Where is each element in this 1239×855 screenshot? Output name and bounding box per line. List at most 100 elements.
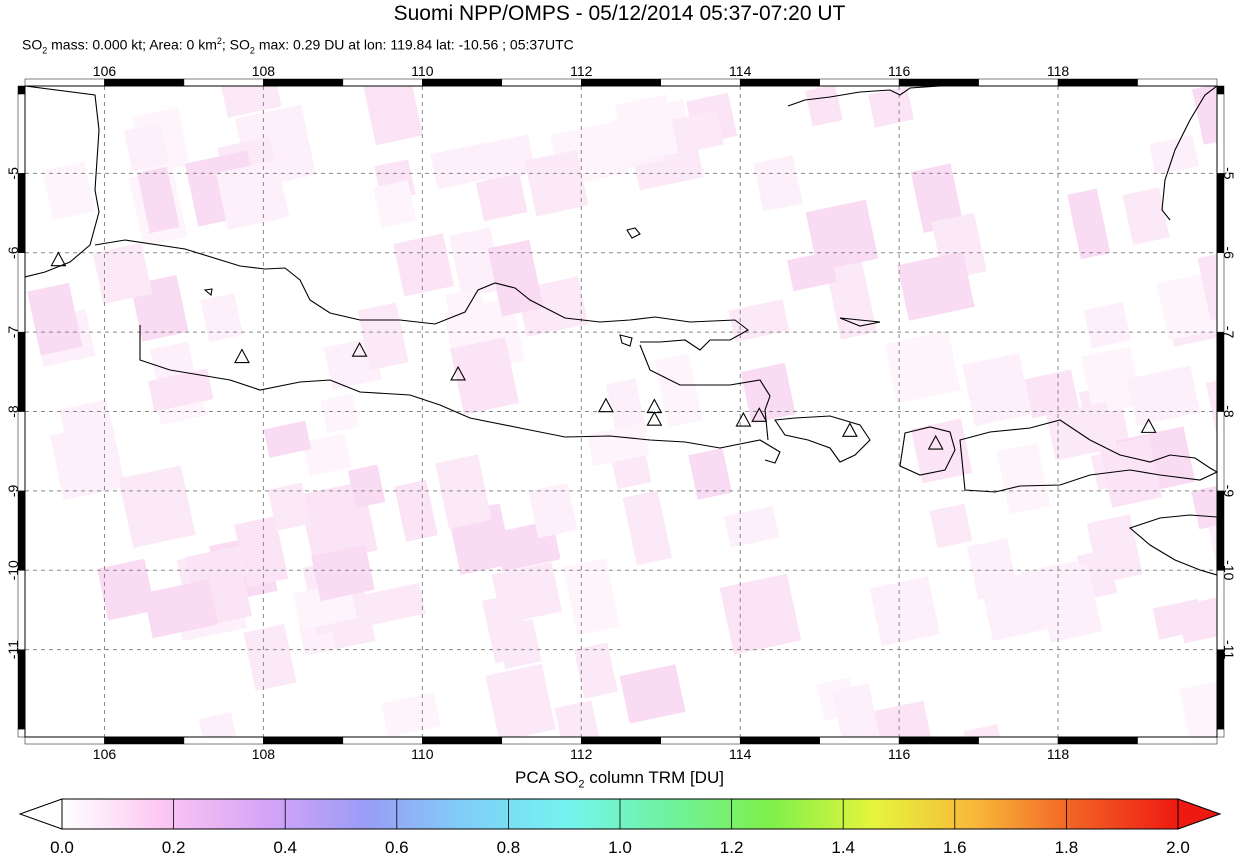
so2-pixel <box>263 420 312 458</box>
plot-border <box>24 85 1218 738</box>
frame-segment <box>17 490 26 571</box>
so2-pixel <box>622 490 672 566</box>
sulawesi-coast <box>1161 86 1217 221</box>
frame-segment <box>17 93 26 174</box>
frame-segment <box>104 736 185 745</box>
so2-pixel <box>884 330 961 404</box>
map-frame <box>17 78 1225 745</box>
sumatra-coast <box>25 86 100 278</box>
so2-pixel <box>143 579 219 639</box>
lat-label-left: -7 <box>5 326 21 339</box>
lat-label-right: -10 <box>1221 560 1237 580</box>
so2-pixel <box>867 86 914 128</box>
so2-pixel <box>962 353 1032 427</box>
so2-pixel <box>1191 483 1217 530</box>
frame-segment <box>17 649 26 730</box>
so2-pixel <box>200 293 243 343</box>
so2-pixel <box>654 353 703 428</box>
lat-label-right: -6 <box>1221 246 1237 259</box>
frame-segment <box>739 78 820 87</box>
so2-pixel <box>724 505 780 548</box>
so2-pixel <box>394 479 438 542</box>
kangean-islands <box>839 317 881 327</box>
frame-segment <box>660 736 741 745</box>
so2-pixel <box>1083 301 1132 349</box>
frame-segment <box>1216 490 1225 571</box>
so2-pixel <box>92 242 153 304</box>
so2-pixel <box>1086 514 1143 584</box>
frame-segment <box>1216 93 1225 174</box>
so2-pixel <box>357 302 409 371</box>
frame-segment <box>183 78 264 87</box>
frame-segment <box>17 570 26 650</box>
frame-segment <box>581 736 661 745</box>
lon-label-bottom: 118 <box>1047 746 1070 762</box>
frame-segment <box>1057 736 1138 745</box>
so2-pixel <box>1197 251 1217 321</box>
lon-label-top: 110 <box>411 63 434 79</box>
so2-pixel <box>619 664 686 724</box>
so2-pixel <box>614 94 679 164</box>
frame-segment <box>1216 252 1225 333</box>
so2-pixel <box>435 454 492 529</box>
frame-segment <box>342 736 423 745</box>
so2-pixel <box>448 227 504 299</box>
so2-pixel <box>482 593 532 664</box>
so2-pixel <box>137 166 180 234</box>
volcano-marker <box>351 342 368 357</box>
frame-segment <box>978 78 1059 87</box>
so2-pixel <box>897 251 975 321</box>
so2-pixel <box>118 465 196 548</box>
lon-label-bottom: 106 <box>93 746 117 762</box>
so2-pixel <box>243 623 297 692</box>
so2-pixel <box>719 573 802 655</box>
so2-pixel <box>805 199 879 272</box>
frame-segment <box>1216 411 1225 492</box>
so2-pixel <box>372 180 417 229</box>
frame-segment <box>17 411 26 492</box>
so2-pixel <box>42 161 96 221</box>
so2-pixel <box>586 422 650 467</box>
lat-label-left: -8 <box>5 405 21 418</box>
so2-pixel <box>805 86 843 127</box>
frame-segment <box>581 78 661 87</box>
so2-pixel <box>669 110 724 155</box>
lon-label-bottom: 112 <box>570 746 593 762</box>
so2-pixel <box>221 86 282 118</box>
colorbar-tick-label: 0.0 <box>50 838 74 855</box>
volcano-marker <box>50 251 67 267</box>
colorbar-tick-label: 2.0 <box>1166 838 1190 855</box>
frame-segment <box>819 736 900 745</box>
lat-label-left: -9 <box>5 484 21 497</box>
graticule <box>25 86 1217 737</box>
frame-segment <box>1137 78 1218 87</box>
volcano-marker <box>646 398 663 414</box>
colorbar-tick-label: 0.8 <box>497 838 521 855</box>
so2-pixel <box>215 159 290 230</box>
madura-bali-coast <box>639 344 771 441</box>
lon-label-top: 112 <box>570 63 593 79</box>
colorbar-title: PCA SO2 column TRM [DU] <box>515 768 724 791</box>
lon-label-top: 106 <box>93 63 117 79</box>
so2-pixel <box>311 544 375 602</box>
latitude-labels: -5 -5 -6 -6 -7 -7 -8 -8 -9 -9 -10 -10 -11 -11 <box>5 167 1237 660</box>
so2-pixel <box>381 692 441 737</box>
frame-segment <box>422 78 503 87</box>
so2-pixel <box>320 393 360 434</box>
java-coast-north <box>94 239 749 351</box>
so2-pixel <box>910 163 964 233</box>
so2-pixel <box>1024 369 1080 419</box>
colorbar-tick-label: 1.8 <box>1055 838 1079 855</box>
map-subtitle: SO2 mass: 0.000 kt; Area: 0 km2; SO2 max… <box>22 36 574 56</box>
frame-segment <box>24 78 105 87</box>
so2-pixel <box>347 464 386 509</box>
so2-pixel <box>573 642 618 699</box>
volcano-marker <box>1140 418 1157 433</box>
lon-label-top: 118 <box>1047 63 1070 79</box>
volcano-marker <box>234 348 250 364</box>
frame-segment <box>183 736 264 745</box>
so2-pixel <box>688 447 732 500</box>
so2-pixel <box>869 576 941 647</box>
colorbar-tick-label: 1.4 <box>831 838 855 855</box>
frame-segment <box>1216 173 1225 253</box>
